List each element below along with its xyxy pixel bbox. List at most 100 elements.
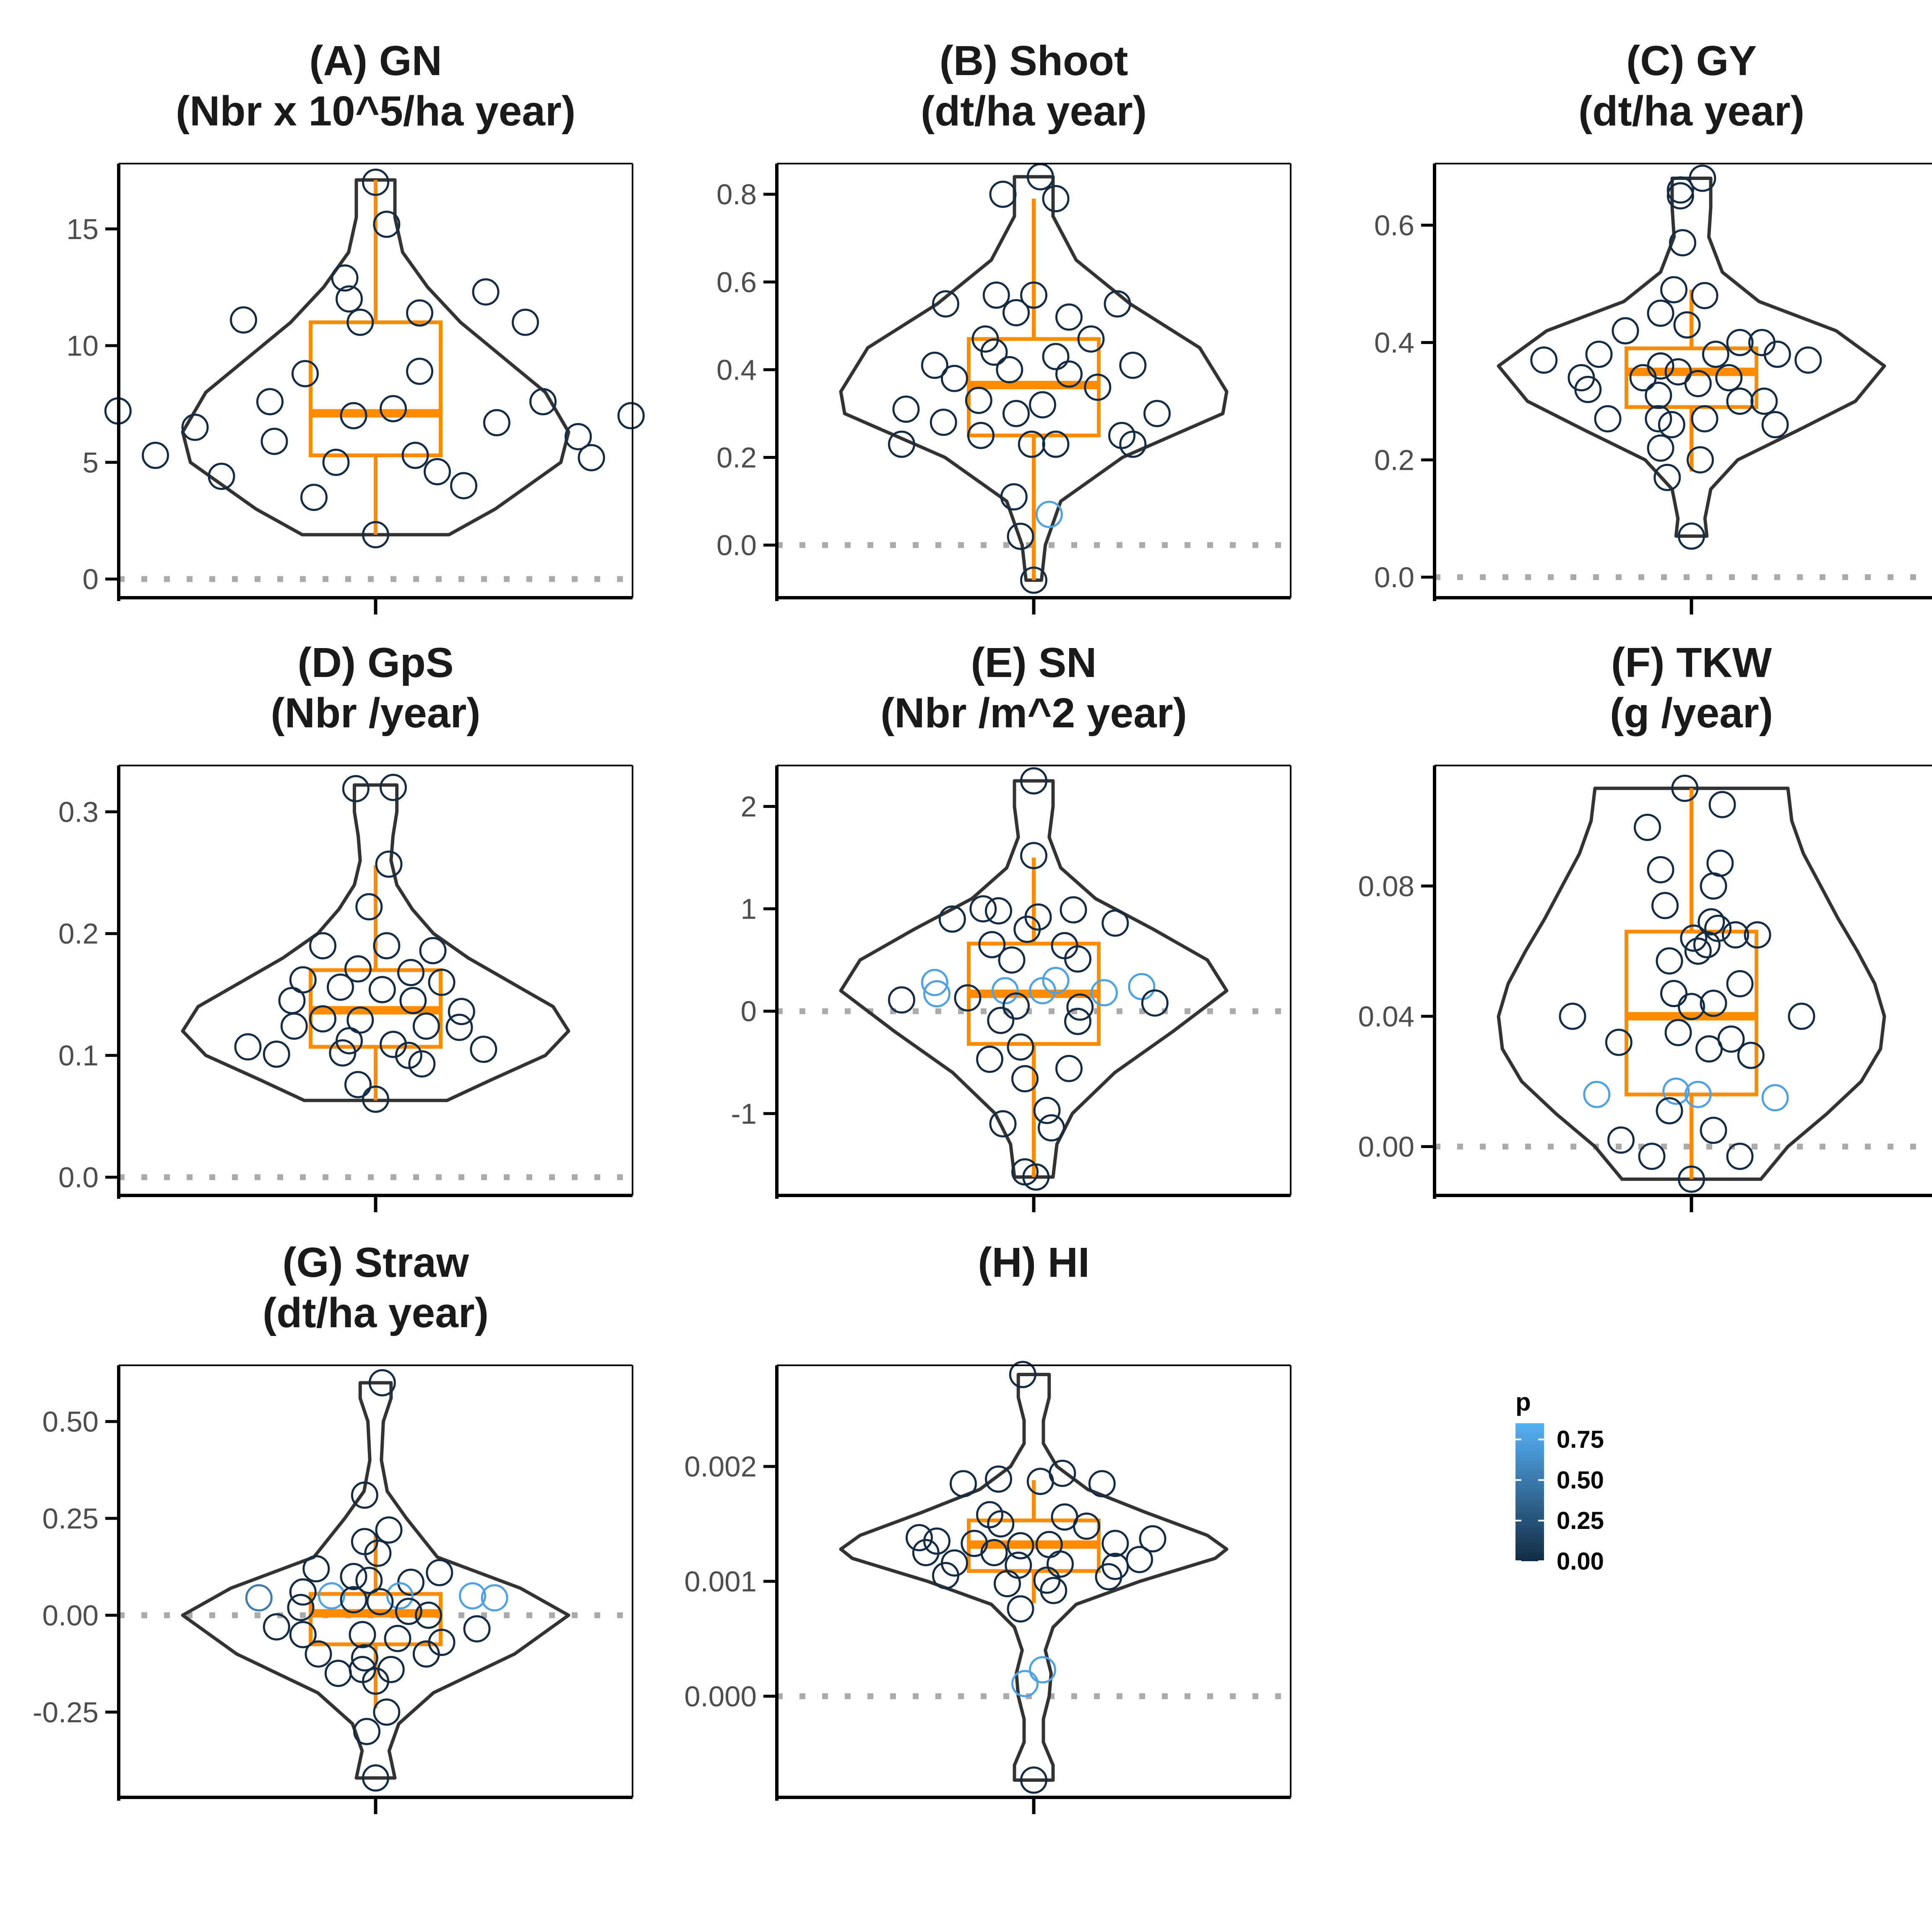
panel-title: (H) HI [978, 1239, 1090, 1286]
data-point [980, 338, 1008, 366]
y-tick-label: 0.00 [42, 1599, 99, 1632]
data-point [1658, 411, 1685, 438]
data-point [1073, 1513, 1100, 1540]
panel-d: (D) GpS(Nbr /year) 0.0 0.1 0.2 0.3 [58, 639, 633, 1212]
panel-e: (E) SN(Nbr /m^2 year) -1 0 1 2 [731, 639, 1291, 1212]
violin-outline [839, 1372, 1229, 1782]
data-point [424, 458, 451, 485]
data-point [1020, 1766, 1047, 1794]
data-point [399, 987, 427, 1014]
y-tick-label: 0.000 [684, 1680, 757, 1713]
data-point [1715, 364, 1743, 391]
data-point [386, 1582, 414, 1610]
data-point [1530, 346, 1558, 374]
data-point [1051, 932, 1078, 959]
data-point [142, 442, 169, 469]
data-point [1585, 341, 1613, 368]
data-point [1634, 814, 1661, 841]
data-point [985, 1465, 1012, 1493]
data-point [930, 409, 957, 436]
data-point [318, 1582, 345, 1610]
data-point [329, 1039, 357, 1067]
iqr-box [309, 320, 443, 458]
data-point [1139, 1525, 1166, 1553]
data-point [985, 897, 1012, 924]
data-point [331, 264, 359, 292]
y-tick-label: 0.4 [716, 354, 757, 386]
data-point [324, 1659, 352, 1687]
panel-subtitle: (dt/ha year) [921, 88, 1147, 135]
violin-outline [1497, 177, 1886, 538]
data-point [1788, 1002, 1815, 1030]
data-point [1020, 767, 1047, 795]
data-point [1726, 329, 1754, 357]
y-tick-label: 0.1 [58, 1039, 99, 1072]
data-point [1706, 849, 1734, 877]
data-point [991, 977, 1019, 1005]
data-point [1664, 1019, 1692, 1047]
data-point [340, 402, 367, 430]
data-point [230, 306, 257, 334]
panel-b: (B) Shoot(dt/ha year) 0.0 0.2 0.4 0.6 0.8 [716, 37, 1291, 614]
panel-title: (D) GpS [297, 639, 453, 686]
data-point [892, 396, 920, 423]
data-point [289, 1621, 317, 1648]
data-point [998, 946, 1026, 974]
data-point [1693, 931, 1721, 958]
data-point [327, 974, 354, 1001]
data-point [932, 290, 959, 318]
data-point [1104, 290, 1131, 318]
data-point [208, 463, 235, 490]
data-point [366, 1588, 394, 1615]
data-point [362, 1667, 389, 1695]
data-point [292, 360, 319, 388]
data-point [989, 1110, 1017, 1138]
data-point [1005, 1552, 1032, 1579]
data-point [368, 976, 396, 1003]
data-point [1684, 937, 1712, 965]
data-point [380, 395, 407, 422]
y-tick-label: 15 [66, 213, 99, 245]
panel-subtitle: (Nbr /year) [271, 690, 480, 737]
y-tick-label: 0.2 [716, 441, 757, 474]
data-point [368, 1369, 396, 1397]
data-point [1020, 842, 1047, 870]
data-point [978, 931, 1006, 958]
y-tick-label: -1 [731, 1098, 757, 1130]
data-point [617, 402, 645, 430]
data-point [412, 1640, 440, 1668]
data-point [470, 1036, 497, 1063]
y-tick-label: 1 [741, 893, 757, 925]
data-point [888, 430, 915, 458]
data-point [512, 308, 539, 336]
data-point [300, 484, 328, 511]
data-point [302, 1555, 330, 1583]
data-point [969, 895, 997, 923]
y-tick-label: 0.2 [1374, 444, 1414, 476]
data-point [1007, 1532, 1034, 1560]
data-point [373, 1698, 401, 1726]
data-point [1605, 1028, 1633, 1056]
data-point [1744, 921, 1771, 949]
data-point [1656, 1097, 1683, 1125]
data-point [1101, 1530, 1129, 1557]
panel-c: (C) GY(dt/ha year) 0.0 0.2 0.4 0.6 [1374, 37, 1932, 614]
data-point [888, 986, 915, 1014]
data-point [380, 1031, 407, 1058]
data-point [578, 444, 605, 471]
data-point [987, 1510, 1015, 1538]
data-point [1700, 1117, 1727, 1144]
y-tick-label: 0.25 [42, 1502, 99, 1535]
panel-title: (G) Straw [282, 1239, 469, 1286]
data-point [987, 1007, 1015, 1034]
data-point [1671, 774, 1699, 802]
data-point [351, 1644, 378, 1672]
data-point [1020, 281, 1047, 309]
data-point [353, 1718, 380, 1745]
data-point [1064, 1008, 1091, 1035]
data-point [336, 285, 363, 313]
y-tick-label: 0.0 [58, 1161, 99, 1193]
data-point [428, 969, 456, 996]
